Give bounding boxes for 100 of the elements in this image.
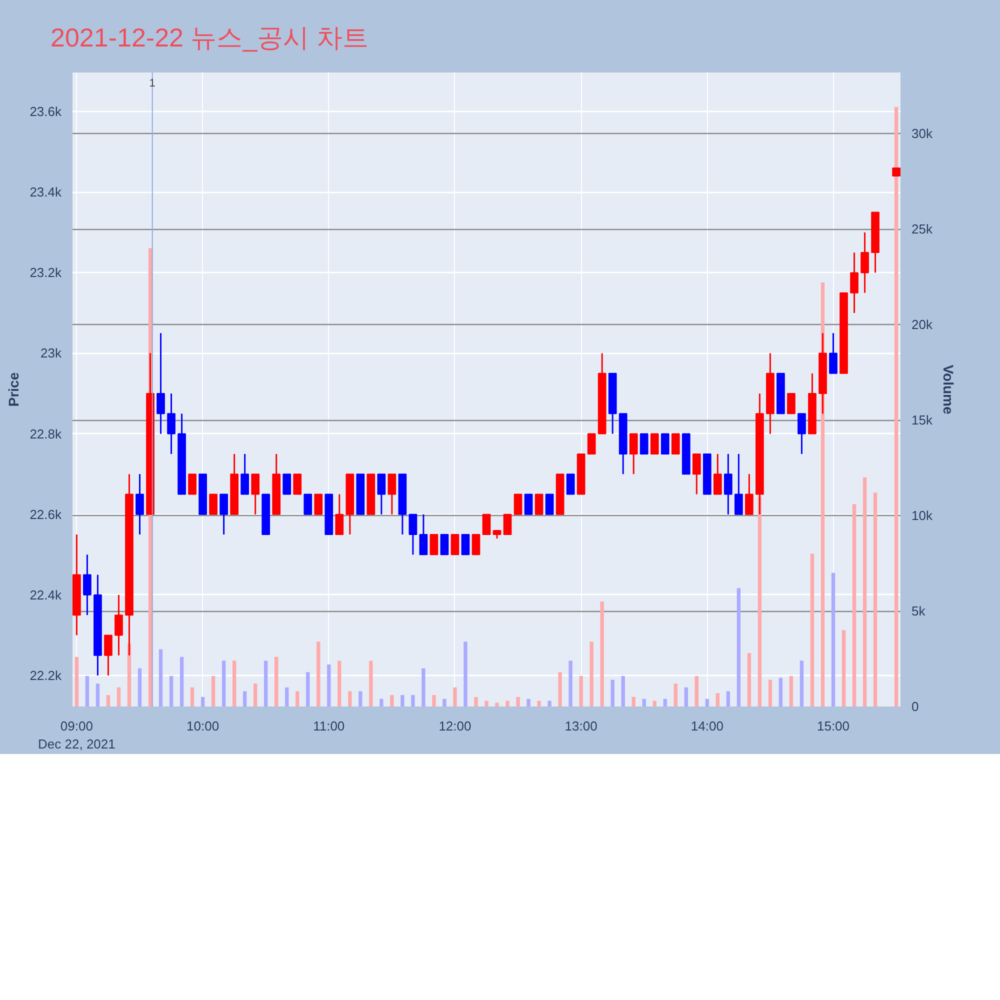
bar <box>138 668 142 706</box>
bar <box>211 676 216 706</box>
bar <box>242 691 247 706</box>
y2-axis-title: Volume <box>940 364 956 414</box>
y2-tick-label: 30k <box>912 126 933 142</box>
candlestick <box>514 494 522 515</box>
bar <box>411 695 415 706</box>
bar <box>789 676 794 706</box>
candlestick <box>282 474 292 495</box>
candlestick <box>388 473 396 516</box>
candlestick <box>692 453 701 495</box>
candlestick <box>660 433 670 454</box>
candlestick <box>534 494 544 515</box>
candlestick <box>408 514 418 556</box>
y2-tick-label: 10k <box>912 508 933 524</box>
y-tick-label: 22.2k <box>30 668 62 683</box>
x-tick-label: 15:00 <box>816 718 850 734</box>
bar <box>768 680 772 706</box>
bar <box>85 676 90 706</box>
y-tick-label: 22.4k <box>30 587 62 602</box>
bar <box>232 660 236 706</box>
bar <box>442 698 446 706</box>
bar <box>116 687 121 706</box>
x-tick-label: 11:00 <box>313 718 345 734</box>
bar <box>642 698 646 706</box>
y2-tick-label: 0 <box>912 699 919 714</box>
candlestick <box>640 433 648 454</box>
bar <box>694 676 698 706</box>
bar <box>862 477 867 706</box>
bar <box>106 695 110 706</box>
bar <box>96 684 100 706</box>
bar <box>800 660 804 706</box>
bar <box>852 504 856 706</box>
bar <box>716 693 720 706</box>
candlestick <box>671 433 680 454</box>
candlestick <box>713 453 722 495</box>
bar <box>422 668 426 706</box>
candlestick <box>419 514 428 556</box>
y-tick-label: 23k <box>40 346 62 361</box>
bar <box>726 691 730 706</box>
bar <box>327 664 331 706</box>
bar <box>632 696 636 706</box>
ref-line-label: 1 <box>149 78 156 90</box>
bar <box>684 687 688 706</box>
bar <box>537 700 541 706</box>
bar <box>380 698 384 706</box>
bar <box>810 554 814 706</box>
bar <box>200 696 205 706</box>
bar <box>474 696 478 706</box>
candlestick <box>472 534 480 556</box>
candlestick <box>860 232 869 294</box>
bar <box>558 672 562 706</box>
y-tick-label: 22.6k <box>30 506 62 522</box>
candlestick <box>240 453 250 495</box>
candlestick <box>850 252 858 314</box>
candlestick <box>798 412 806 455</box>
bar <box>253 684 258 706</box>
candlestick <box>450 534 460 556</box>
bar <box>169 676 174 706</box>
bar <box>464 642 468 706</box>
chart-title: 2021-12-22 뉴스_공시 차트 <box>50 22 368 52</box>
candlestick <box>545 494 554 515</box>
candlestick <box>220 493 228 536</box>
x-tick-label: 12:00 <box>438 718 472 734</box>
candlestick <box>377 473 386 516</box>
candlestick <box>104 634 112 676</box>
bar <box>484 700 488 706</box>
bar <box>674 684 678 706</box>
y2-tick-label: 20k <box>912 317 933 332</box>
bar <box>736 588 741 706</box>
candlestick <box>734 453 743 516</box>
bar <box>568 660 572 706</box>
candlestick <box>503 514 512 536</box>
candlestick <box>482 514 491 536</box>
bar <box>158 649 163 706</box>
y-tick-label: 23.6k <box>30 104 62 120</box>
bar <box>621 676 625 706</box>
bar <box>894 106 898 706</box>
y2-tick-label: 25k <box>912 222 933 237</box>
bar <box>296 691 300 706</box>
candlestick <box>587 433 596 454</box>
candlestick <box>209 494 218 515</box>
bar <box>747 653 752 706</box>
bar <box>873 492 878 706</box>
candlestick <box>724 453 732 516</box>
candlestick <box>136 473 144 536</box>
bar <box>516 696 520 706</box>
candlestick <box>650 433 659 454</box>
bar <box>831 572 836 706</box>
candlestick <box>629 433 638 475</box>
x-tick-label: 13:00 <box>564 718 598 734</box>
candlestick <box>787 393 796 414</box>
bar <box>358 691 362 706</box>
y-tick-label: 23.2k <box>30 265 62 280</box>
bar <box>285 687 289 706</box>
bar <box>652 700 656 706</box>
candlestick <box>335 493 344 536</box>
candlestick <box>461 534 470 556</box>
y-tick-label: 23.4k <box>30 184 62 200</box>
candlestick <box>83 554 92 616</box>
